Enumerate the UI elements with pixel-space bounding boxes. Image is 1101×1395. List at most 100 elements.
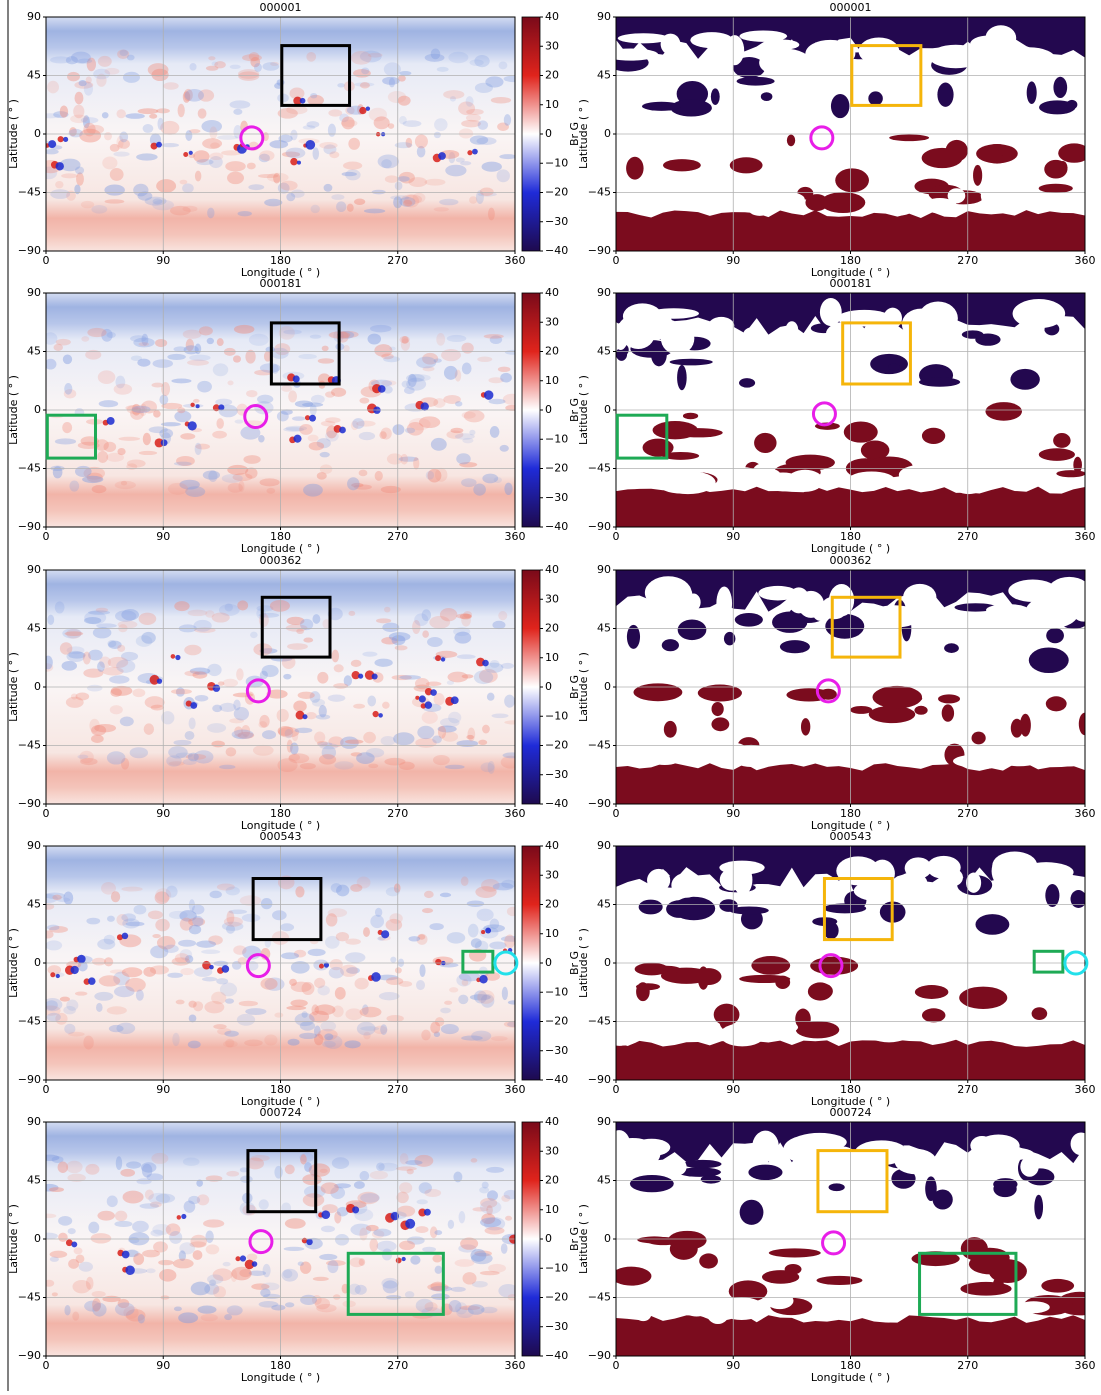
field-patch — [504, 695, 515, 708]
region-blob — [678, 619, 707, 640]
field-patch — [456, 453, 471, 464]
field-patch — [448, 712, 461, 724]
field-patch — [58, 1233, 68, 1242]
field-patch — [52, 895, 61, 900]
field-patch — [47, 1013, 61, 1022]
cap-hole — [1001, 1021, 1033, 1035]
field-patch — [185, 89, 204, 102]
field-patch — [188, 753, 199, 762]
field-spot — [430, 689, 437, 696]
colorbar-tick-label: −30 — [545, 1320, 568, 1333]
cap-hole — [977, 1135, 1019, 1158]
field-patch — [434, 132, 441, 138]
cap-hole — [648, 750, 682, 765]
field-patch — [85, 1164, 99, 1175]
y-tick-label: 0 — [34, 403, 41, 416]
field-patch — [478, 120, 488, 129]
y-tick-label: 45 — [597, 898, 611, 911]
field-patch — [195, 443, 202, 455]
field-patch — [264, 1035, 277, 1046]
field-patch — [263, 1264, 271, 1277]
field-patch — [180, 433, 195, 439]
field-patch — [242, 54, 262, 61]
field-patch — [267, 488, 276, 494]
y-tick-label: 45 — [597, 622, 611, 635]
field-patch — [404, 387, 415, 394]
y-tick-label: 90 — [597, 839, 611, 852]
region-blob — [787, 135, 795, 147]
field-spot — [438, 152, 446, 160]
field-patch — [123, 1191, 144, 1204]
field-patch — [482, 162, 502, 172]
field-patch — [184, 645, 201, 656]
colorbar-tick-label: −20 — [545, 186, 568, 199]
field-patch — [226, 887, 240, 896]
field-patch — [231, 1269, 237, 1281]
field-patch — [295, 401, 313, 408]
cap-hole — [1016, 862, 1030, 896]
region-blob — [796, 1021, 840, 1038]
field-patch — [66, 697, 84, 708]
field-patch — [172, 1033, 179, 1046]
field-spot — [190, 403, 194, 407]
field-patch — [500, 445, 509, 452]
field-patch — [482, 1182, 489, 1189]
field-patch — [303, 1193, 325, 1206]
field-patch — [461, 478, 476, 487]
cap-hole — [757, 1020, 798, 1034]
field-patch — [209, 126, 217, 139]
field-patch — [492, 621, 505, 629]
field-patch — [447, 932, 465, 943]
field-patch — [132, 406, 151, 413]
region-blob — [959, 987, 1007, 1009]
x-tick-label: 0 — [613, 254, 620, 267]
x-tick-label: 90 — [726, 254, 740, 267]
cap-hole — [774, 192, 805, 206]
field-patch — [366, 748, 384, 758]
field-patch — [312, 699, 325, 707]
y-tick-label: −90 — [18, 520, 41, 533]
y-tick-label: 0 — [604, 956, 611, 969]
field-patch — [194, 967, 212, 977]
panel-title: 000724 — [260, 1106, 302, 1119]
cap-hole — [1040, 745, 1095, 766]
field-patch — [468, 924, 479, 938]
field-patch — [104, 132, 112, 140]
field-spot — [421, 402, 429, 410]
field-patch — [49, 1187, 64, 1192]
field-patch — [343, 162, 362, 170]
y-tick-label: 0 — [604, 403, 611, 416]
field-patch — [64, 383, 72, 395]
cap-hole — [747, 196, 772, 215]
y-axis-label: Latitude ( ° ) — [577, 99, 590, 169]
field-patch — [115, 1302, 135, 1316]
field-patch — [335, 1234, 349, 1246]
colorbar-tick-label: −20 — [545, 1015, 568, 1028]
field-spot — [451, 696, 459, 704]
y-tick-label: 90 — [27, 1115, 41, 1128]
field-patch — [97, 939, 115, 950]
field-patch — [328, 124, 336, 137]
region-blob — [739, 975, 790, 983]
field-patch — [258, 435, 265, 443]
x-tick-label: 270 — [387, 1359, 408, 1372]
field-spot — [77, 955, 86, 964]
field-patch — [75, 92, 84, 105]
field-patch — [149, 114, 157, 119]
field-patch — [310, 93, 317, 98]
y-axis-label: Latitude ( ° ) — [7, 928, 20, 998]
field-patch — [324, 1033, 333, 1040]
field-patch — [395, 967, 402, 973]
field-patch — [43, 332, 57, 344]
field-spot — [484, 390, 493, 399]
cap-hole — [903, 584, 936, 610]
field-patch — [287, 643, 308, 650]
panel: 090180270360−90−4504590000181Longitude (… — [577, 277, 1096, 555]
field-patch — [306, 52, 316, 62]
field-patch — [117, 448, 125, 455]
field-patch — [300, 1295, 317, 1305]
field-patch — [283, 330, 301, 335]
field-patch — [426, 471, 434, 480]
field-patch — [238, 211, 252, 216]
field-patch — [396, 1166, 417, 1170]
